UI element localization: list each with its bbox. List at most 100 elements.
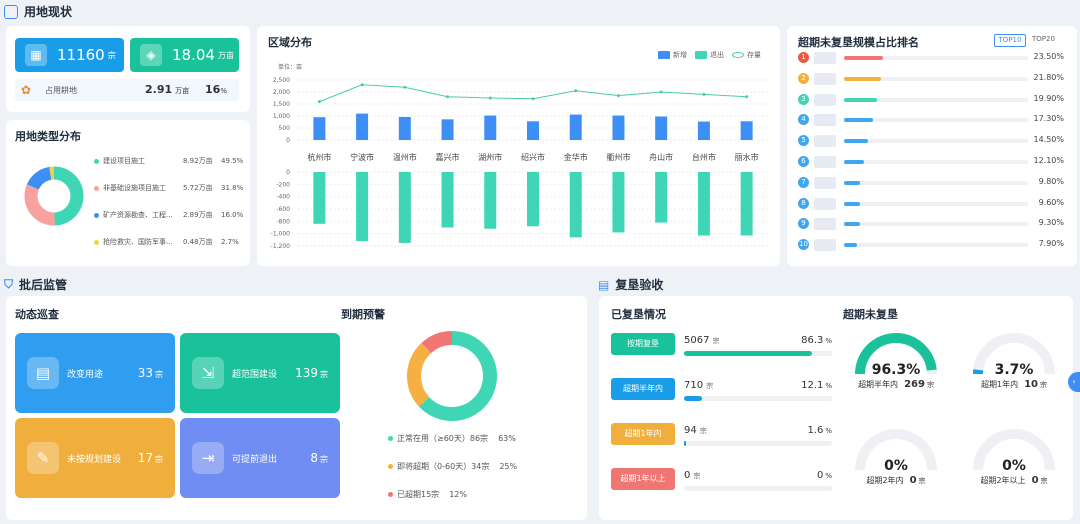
x-tick-label: 湖州市: [478, 152, 502, 162]
gauge-fill: [855, 333, 937, 375]
rank-value: 9.60%: [1038, 197, 1064, 207]
gauge-label: 超期2年以上 0 宗: [964, 475, 1064, 486]
region-thumbnail: [814, 135, 836, 148]
gauge-label: 超期1年内 10 宗: [964, 379, 1064, 390]
rank-badge: 2: [798, 72, 809, 84]
expiry-slice: [407, 331, 497, 421]
reclaimed-count: 710 宗: [684, 380, 713, 391]
gauge-unit: 宗: [918, 477, 926, 485]
expiry-legend-item: 正常在用（≥60天）86宗 63%: [388, 433, 516, 444]
bar-exit: [612, 172, 625, 233]
x-tick-label: 宁波市: [350, 152, 374, 162]
rank-fill: [844, 160, 865, 164]
count-unit: 宗: [693, 472, 701, 480]
region-thumbnail: [814, 239, 836, 252]
ranking-row: 6 12.10%: [798, 155, 1068, 169]
y-tick-bottom: -600: [276, 206, 290, 213]
collapse-handle[interactable]: ‹: [1068, 372, 1080, 392]
rank-value: 14.50%: [1033, 135, 1064, 145]
reclaimed-pct: 86.3%: [801, 335, 832, 346]
gauge-label: 超期半年内 269 宗: [846, 379, 946, 390]
count-value: 0: [684, 470, 691, 481]
farmland-pct: 16: [205, 83, 221, 96]
y-tick-bottom: -400: [276, 194, 290, 201]
expiry-legend-item: 即将超期（0-60天）34宗 25%: [388, 461, 517, 472]
rank-track: [844, 180, 1028, 185]
rank-value: 7.90%: [1038, 239, 1064, 249]
stat-area: ◈ 18.04 万亩: [130, 38, 239, 72]
reclaimed-pct: 1.6%: [807, 425, 832, 436]
y-tick-bottom: 0: [286, 169, 290, 176]
bar-exit: [569, 172, 582, 238]
y-tick-bottom: -1,200: [271, 243, 291, 250]
gauge-unit: 宗: [1040, 477, 1048, 485]
reclaimed-row: 710 宗 12.1%: [684, 380, 832, 404]
expand-icon: ⇲: [192, 357, 224, 389]
patrol-unit: 宗: [155, 455, 163, 464]
rank-track: [844, 139, 1028, 144]
patrol-card[interactable]: ✎ 未按规划建设 17 宗: [15, 418, 175, 498]
gauge-percent: 3.7%: [994, 362, 1034, 378]
reclaimed-fill: [684, 441, 687, 446]
y-tick-bottom: -1,000: [271, 231, 291, 238]
patrol-card[interactable]: ▤ 改变用途 33 宗: [15, 333, 175, 413]
count-value: 94: [684, 425, 697, 436]
gauge-label-text: 超期1年内: [980, 380, 1019, 389]
legend-dot: [388, 492, 393, 497]
legend-value: 2.89万亩: [183, 211, 213, 219]
gauge-count: 10: [1024, 379, 1038, 390]
rank-track: [844, 76, 1028, 81]
bar-new: [612, 115, 625, 140]
tab-top20[interactable]: TOP20: [1032, 35, 1055, 43]
patrol-value: 17 宗: [138, 451, 163, 465]
legend-pct: 25%: [499, 462, 518, 471]
bar-new: [697, 121, 710, 140]
x-tick-label: 衢州市: [606, 152, 630, 162]
patrol-label: 未按规划建设: [67, 454, 122, 465]
point-stock: [702, 92, 706, 96]
gauge-unit: 宗: [1040, 381, 1047, 389]
legend-new: 新增: [658, 50, 687, 60]
land-type-legend-item: 抢险救灾、国防军事... 0.48万亩 2.7%: [94, 237, 244, 247]
rank-value: 21.80%: [1033, 72, 1064, 82]
legend-pct: 16.0%: [221, 211, 244, 219]
rank-fill: [844, 97, 878, 102]
bar-exit: [398, 172, 411, 243]
legend-value: 0.48万亩: [183, 238, 213, 246]
land-type-legend-item: 矿产资源勘查、工程... 2.89万亩 16.0%: [94, 210, 244, 220]
chart-icon: [4, 4, 18, 19]
patrol-card[interactable]: ⇥ 可提前退出 8 宗: [180, 418, 340, 498]
tab-top10[interactable]: TOP10: [994, 34, 1026, 47]
reclaimed-tag: 超期1年以上: [611, 468, 675, 490]
gauge-track: [973, 429, 1055, 471]
ranking-row: 9 9.30%: [798, 217, 1068, 231]
land-type-legend-item: 建设项目施工 8.92万亩 49.5%: [94, 156, 244, 166]
reclaimed-count: 5067 宗: [684, 335, 719, 346]
reclaimed-fill: [684, 351, 812, 356]
x-tick-label: 温州市: [393, 152, 417, 162]
reclaimed-tag: 超期半年内: [611, 378, 675, 400]
gauge-count: 269: [904, 379, 925, 390]
patrol-card[interactable]: ⇲ 超范围建设 139 宗: [180, 333, 340, 413]
rank-badge: 1: [798, 52, 809, 63]
legend-dot: [94, 239, 99, 245]
bar-exit: [441, 172, 454, 228]
expiry-slice: [407, 331, 497, 421]
building-icon: ▦: [25, 44, 47, 66]
pct-value: 12.1: [801, 380, 824, 391]
bar-exit: [484, 172, 497, 229]
x-tick-label: 嘉兴市: [436, 152, 460, 162]
ranking-row: 5 14.50%: [798, 134, 1068, 148]
map-icon: ◈: [140, 44, 162, 66]
legend-label: 正常在用（≥60天）86宗: [397, 434, 489, 443]
bar-exit: [655, 172, 668, 223]
x-tick-label: 金华市: [564, 152, 588, 162]
rank-track: [844, 118, 1028, 123]
gauge-arc: [973, 429, 1055, 471]
count-value: 710: [684, 380, 704, 391]
rank-value: 17.30%: [1033, 114, 1064, 124]
ranking-row: 2 21.80%: [798, 72, 1068, 86]
bar-new: [441, 119, 454, 140]
land-type-title: 用地类型分布: [15, 130, 81, 143]
